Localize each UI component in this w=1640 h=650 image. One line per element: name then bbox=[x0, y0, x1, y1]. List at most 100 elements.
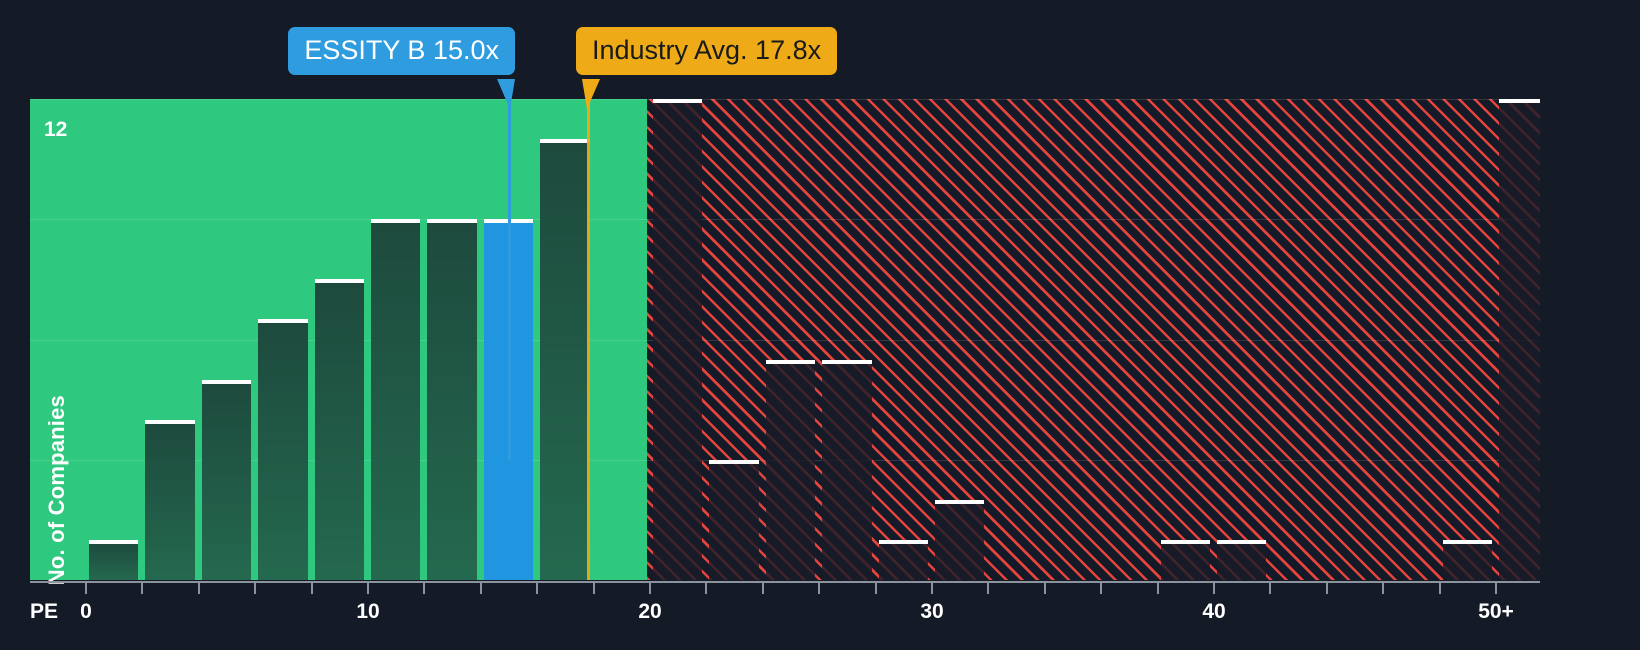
bar-cap bbox=[1442, 539, 1492, 544]
bar-cap bbox=[258, 319, 308, 324]
x-axis-line bbox=[30, 581, 1540, 583]
bar[interactable] bbox=[540, 139, 590, 580]
x-axis-tick bbox=[423, 583, 426, 594]
bar-cap bbox=[935, 499, 985, 504]
industry-callout[interactable]: Industry Avg. 17.8x bbox=[575, 27, 838, 76]
bar-body bbox=[1217, 542, 1267, 580]
bar-cap bbox=[145, 419, 195, 424]
company-callout-tail bbox=[493, 79, 525, 109]
bar-body bbox=[709, 462, 759, 580]
bar-cap bbox=[314, 279, 364, 284]
bar-cap bbox=[427, 219, 477, 224]
bar[interactable] bbox=[878, 539, 928, 580]
x-axis-tick-label: 40 bbox=[1202, 600, 1226, 623]
bar-body bbox=[765, 362, 816, 580]
bar[interactable] bbox=[258, 319, 308, 580]
x-axis-tick-label: 50+ bbox=[1478, 600, 1514, 623]
bar-cap bbox=[765, 359, 816, 364]
bar[interactable] bbox=[1160, 539, 1210, 580]
x-axis-tick bbox=[141, 583, 144, 594]
y-axis-max-label: 12 bbox=[44, 118, 68, 141]
x-axis-tick bbox=[1269, 583, 1272, 594]
bar[interactable] bbox=[1499, 99, 1540, 580]
x-axis-tick bbox=[1382, 583, 1385, 594]
company-callout[interactable]: ESSITY B 15.0x bbox=[288, 27, 515, 76]
x-axis-tick bbox=[254, 583, 257, 594]
x-axis-tick bbox=[649, 583, 651, 594]
x-axis-prefix-label: PE bbox=[30, 600, 59, 623]
bar-cap bbox=[709, 459, 759, 464]
x-axis-tick bbox=[85, 583, 87, 594]
x-axis-tick bbox=[197, 583, 200, 594]
x-axis-tick-label: 30 bbox=[920, 600, 944, 623]
x-axis-tick bbox=[818, 583, 821, 594]
x-axis-tick bbox=[1438, 583, 1441, 594]
x-axis-tick bbox=[592, 583, 595, 594]
bar[interactable] bbox=[427, 219, 477, 580]
bar-cap bbox=[1499, 99, 1540, 103]
bar[interactable] bbox=[935, 499, 985, 580]
bar-body bbox=[258, 322, 308, 580]
bar-cap bbox=[89, 539, 139, 544]
bar[interactable] bbox=[709, 459, 759, 580]
bar-body bbox=[1499, 102, 1540, 580]
gridline bbox=[30, 99, 1540, 100]
bar-body bbox=[878, 542, 928, 580]
industry-marker-line bbox=[586, 81, 590, 580]
bar-cap bbox=[822, 359, 872, 364]
bar-body bbox=[1442, 542, 1492, 580]
bar-body bbox=[89, 542, 139, 580]
bar-body bbox=[935, 502, 985, 580]
bar-body bbox=[371, 222, 421, 580]
bar-cap bbox=[878, 539, 928, 544]
bar[interactable] bbox=[765, 359, 816, 580]
x-axis-tick bbox=[1043, 583, 1046, 594]
bar-body bbox=[427, 222, 477, 580]
x-axis-tick bbox=[1213, 583, 1215, 594]
callout-label: ESSITY B 15.0x bbox=[304, 35, 499, 65]
bar-cap bbox=[1160, 539, 1210, 544]
bar-body bbox=[145, 422, 195, 580]
bar-body bbox=[540, 142, 590, 580]
bar-body bbox=[1160, 542, 1210, 580]
bar-cap bbox=[371, 219, 421, 224]
bar[interactable] bbox=[1217, 539, 1267, 580]
gridline bbox=[30, 219, 1540, 221]
x-axis-tick bbox=[1325, 583, 1328, 594]
bar[interactable] bbox=[89, 539, 139, 580]
x-axis-tick bbox=[479, 583, 482, 594]
bar[interactable] bbox=[371, 219, 421, 580]
industry-callout-tail bbox=[572, 79, 604, 109]
callout-label: Industry Avg. 17.8x bbox=[591, 35, 822, 65]
bar-body bbox=[201, 382, 252, 580]
bar-cap bbox=[201, 379, 252, 384]
x-axis-tick-label: 0 bbox=[80, 600, 92, 623]
bar[interactable] bbox=[145, 419, 195, 580]
bar[interactable] bbox=[201, 379, 252, 580]
x-axis-tick bbox=[310, 583, 313, 594]
x-axis-tick bbox=[536, 583, 539, 594]
bar[interactable] bbox=[822, 359, 872, 580]
bar-cap bbox=[540, 139, 590, 144]
bar[interactable] bbox=[1442, 539, 1492, 580]
x-axis-tick-label: 10 bbox=[356, 600, 380, 623]
bar-body bbox=[653, 102, 703, 580]
x-axis-tick bbox=[931, 583, 933, 594]
x-axis-tick bbox=[874, 583, 877, 594]
x-axis-tick bbox=[1495, 583, 1497, 594]
bar-cap bbox=[653, 99, 703, 103]
x-axis-tick bbox=[761, 583, 764, 594]
bar-body bbox=[314, 282, 364, 580]
y-axis-title: No. of Companies bbox=[44, 395, 69, 586]
bar[interactable] bbox=[653, 99, 703, 580]
x-axis-tick bbox=[1156, 583, 1159, 594]
x-axis-tick-label: 20 bbox=[638, 600, 662, 623]
x-axis-tick bbox=[367, 583, 369, 594]
bar-body bbox=[822, 362, 872, 580]
x-axis-tick bbox=[1100, 583, 1103, 594]
bar-cap bbox=[1217, 539, 1267, 544]
plot-area bbox=[30, 99, 1540, 580]
bar[interactable] bbox=[314, 279, 364, 580]
gridline bbox=[30, 339, 1540, 341]
